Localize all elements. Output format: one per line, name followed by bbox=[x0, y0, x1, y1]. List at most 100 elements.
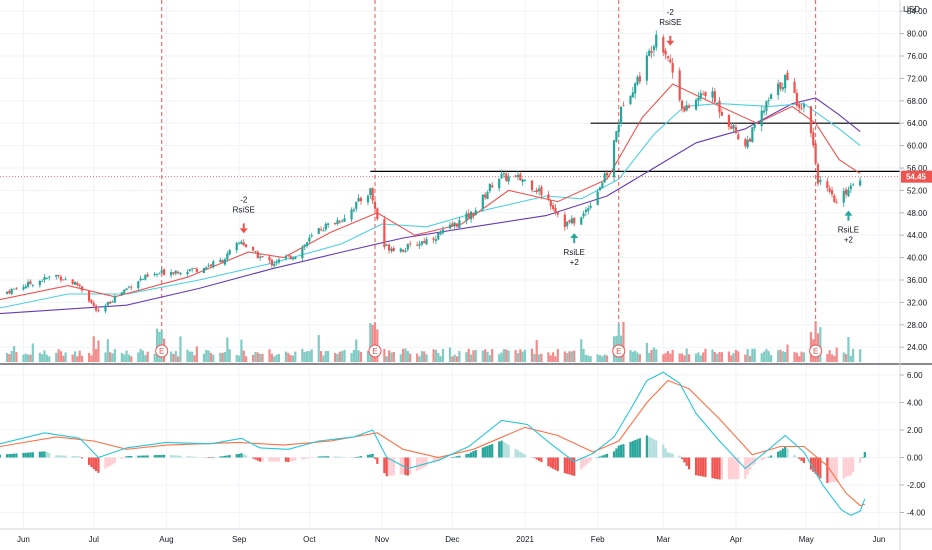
histogram-bar bbox=[376, 457, 379, 464]
candle-body bbox=[174, 270, 177, 274]
long-signal[interactable]: RsiLE+2 bbox=[564, 233, 585, 267]
earnings-marker[interactable]: E bbox=[612, 344, 626, 358]
macd-lines bbox=[0, 371, 866, 516]
histogram-bar bbox=[228, 455, 231, 458]
volume-bar bbox=[123, 354, 126, 362]
volume-bar bbox=[22, 354, 25, 362]
volume-bar bbox=[78, 350, 81, 362]
candle-body bbox=[694, 99, 698, 110]
volume-bar bbox=[521, 351, 524, 362]
histogram-bar bbox=[680, 457, 684, 460]
candle-body bbox=[582, 213, 585, 217]
histogram-bar bbox=[533, 457, 536, 459]
histogram-bar bbox=[109, 457, 112, 466]
volume-bar bbox=[62, 355, 65, 362]
earnings-marker[interactable]: E bbox=[368, 344, 382, 358]
volume-bar bbox=[453, 354, 456, 362]
earnings-marker[interactable]: E bbox=[155, 344, 169, 358]
long-signal[interactable]: RsiLE+2 bbox=[838, 210, 859, 245]
volume-bar bbox=[10, 351, 13, 362]
histogram-bar bbox=[652, 439, 656, 458]
volume-bar bbox=[191, 351, 194, 362]
candle-body bbox=[317, 228, 320, 234]
histogram-bar bbox=[160, 454, 163, 458]
arrow-up-icon bbox=[844, 210, 853, 216]
candle-body bbox=[106, 301, 109, 306]
candle-body bbox=[350, 209, 353, 220]
volume-bar bbox=[31, 343, 34, 362]
volume-bar bbox=[711, 349, 714, 362]
volume-bar bbox=[458, 351, 461, 362]
candle-body bbox=[488, 183, 491, 192]
volume-bar bbox=[598, 355, 602, 362]
histogram-bar bbox=[793, 454, 796, 458]
volume-bar bbox=[826, 354, 829, 362]
volume-bar bbox=[205, 349, 208, 362]
candle-body bbox=[521, 179, 524, 182]
histogram-bar bbox=[629, 441, 632, 458]
candle-body bbox=[90, 300, 93, 303]
volume-bar bbox=[130, 356, 133, 362]
macd-tick-label: 0.00 bbox=[907, 454, 923, 463]
macd-axis[interactable]: 6.00 4.00 2.00 0.00 -2.00 -4.00 bbox=[900, 371, 926, 518]
candle-body bbox=[830, 190, 834, 195]
histogram-bar bbox=[212, 457, 215, 459]
histogram-bar bbox=[671, 453, 674, 458]
volume-bar bbox=[327, 351, 330, 362]
histogram-bar bbox=[786, 448, 789, 458]
volume-bar bbox=[399, 354, 402, 362]
price-axis[interactable]: 24.00 28.00 32.00 36.00 40.00 44.00 48.00 52.00… bbox=[900, 7, 928, 352]
volume-bar bbox=[423, 351, 426, 362]
price-tick-label: 64.00 bbox=[907, 119, 928, 128]
volume-bar bbox=[800, 351, 803, 362]
volume-bar bbox=[29, 354, 32, 362]
histogram-bar bbox=[556, 457, 559, 472]
candle-body bbox=[441, 229, 445, 233]
histogram-bar bbox=[10, 453, 13, 458]
candle-body bbox=[130, 287, 133, 289]
histogram-bar bbox=[338, 456, 341, 458]
price-tick-label: 68.00 bbox=[907, 97, 928, 106]
histogram-bar bbox=[601, 455, 604, 458]
price-tick-label: 80.00 bbox=[907, 30, 928, 39]
volume-bar bbox=[488, 355, 491, 362]
candle-body bbox=[437, 233, 440, 240]
volume-bar bbox=[795, 352, 798, 362]
candle-body bbox=[636, 77, 639, 85]
candle-body bbox=[472, 213, 475, 216]
candle-body bbox=[392, 247, 395, 251]
histogram-bar bbox=[798, 457, 801, 459]
histogram-bar bbox=[172, 455, 175, 458]
volume-bar bbox=[228, 349, 231, 362]
histogram-bar bbox=[270, 457, 273, 462]
volume-bar bbox=[303, 352, 306, 362]
volume-bar bbox=[94, 349, 98, 362]
histogram-bar bbox=[336, 456, 339, 458]
volume-bar bbox=[469, 354, 473, 362]
histogram-bar bbox=[94, 457, 98, 472]
volume-bar bbox=[664, 353, 667, 362]
volume-bar bbox=[514, 350, 517, 362]
histogram-bar bbox=[730, 457, 733, 480]
candle-body bbox=[718, 101, 721, 113]
macd-line bbox=[0, 371, 866, 516]
volume-bar bbox=[650, 349, 653, 362]
histogram-bar bbox=[29, 452, 32, 458]
histogram-bar bbox=[568, 457, 571, 475]
histogram-bar bbox=[259, 457, 262, 462]
time-axis[interactable]: Jun Jul Aug Sep Oct Nov Dec 2021 Feb Mar Apr May Jun bbox=[17, 535, 885, 544]
earnings-marker[interactable]: E bbox=[809, 344, 823, 358]
histogram-bar bbox=[373, 457, 377, 459]
time-tick-label: Jul bbox=[89, 535, 99, 544]
candle-body bbox=[514, 175, 517, 177]
histogram-bar bbox=[334, 456, 337, 458]
candle-body bbox=[177, 271, 180, 274]
histogram-bar bbox=[716, 457, 719, 480]
candle-body bbox=[753, 124, 756, 128]
volume-bar bbox=[666, 351, 670, 362]
candle-body bbox=[556, 212, 559, 215]
volume-bar bbox=[645, 342, 648, 362]
